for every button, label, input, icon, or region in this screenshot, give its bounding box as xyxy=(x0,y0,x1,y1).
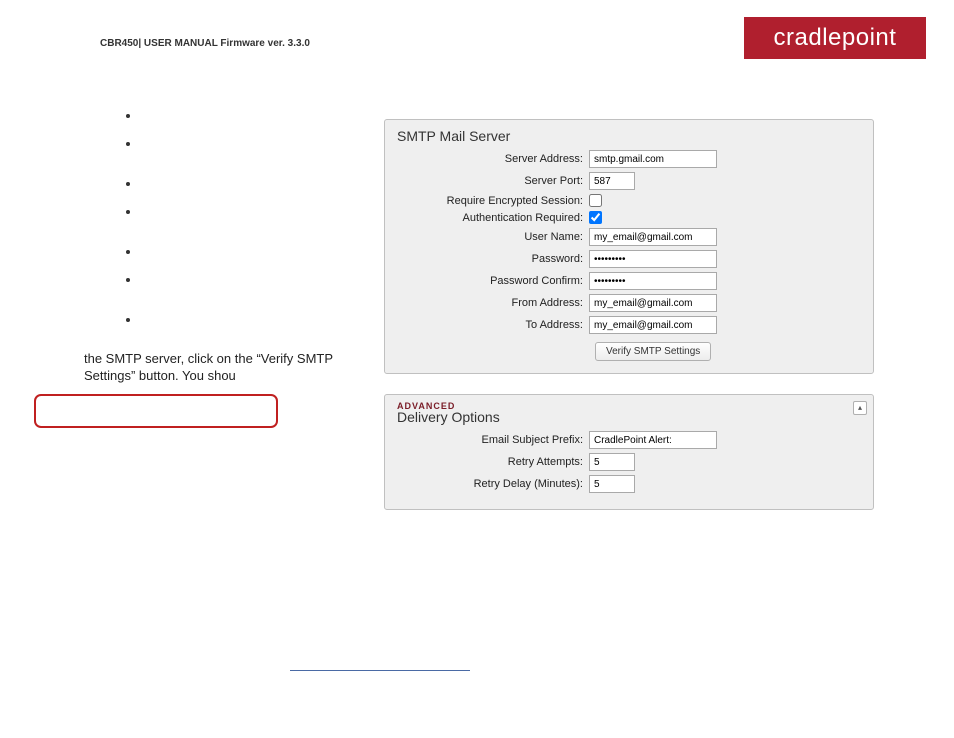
collapse-toggle-icon[interactable]: ▴ xyxy=(853,401,867,415)
input-subject-prefix[interactable] xyxy=(589,431,717,449)
label-server-port: Server Port: xyxy=(397,175,589,187)
checkbox-auth-required[interactable] xyxy=(589,211,602,224)
label-retry-delay: Retry Delay (Minutes): xyxy=(397,478,589,490)
label-user-name: User Name: xyxy=(397,231,589,243)
row-to-address: To Address: xyxy=(397,316,861,334)
input-retry-delay[interactable] xyxy=(589,475,635,493)
label-password: Password: xyxy=(397,253,589,265)
row-auth-required: Authentication Required: xyxy=(397,211,861,224)
body-text-fragment: the SMTP server, click on the “Verify SM… xyxy=(84,350,364,384)
bullet-item xyxy=(140,176,366,190)
label-password-confirm: Password Confirm: xyxy=(397,275,589,287)
row-subject-prefix: Email Subject Prefix: xyxy=(397,431,861,449)
row-server-address: Server Address: xyxy=(397,150,861,168)
row-user-name: User Name: xyxy=(397,228,861,246)
footer-link-line xyxy=(290,670,470,671)
label-require-encrypted: Require Encrypted Session: xyxy=(397,195,589,207)
verify-smtp-button[interactable]: Verify SMTP Settings xyxy=(595,342,711,361)
input-server-port[interactable] xyxy=(589,172,635,190)
doc-header-line: CBR450| USER MANUAL Firmware ver. 3.3.0 xyxy=(100,38,310,49)
smtp-mail-server-panel: SMTP Mail Server Server Address: Server … xyxy=(384,119,874,374)
label-server-address: Server Address: xyxy=(397,153,589,165)
input-password-confirm[interactable] xyxy=(589,272,717,290)
label-subject-prefix: Email Subject Prefix: xyxy=(397,434,589,446)
row-password: Password: xyxy=(397,250,861,268)
input-to-address[interactable] xyxy=(589,316,717,334)
bullet-item xyxy=(140,272,366,286)
input-from-address[interactable] xyxy=(589,294,717,312)
row-require-encrypted: Require Encrypted Session: xyxy=(397,194,861,207)
delivery-panel-title: Delivery Options xyxy=(397,409,861,425)
checkbox-require-encrypted[interactable] xyxy=(589,194,602,207)
delivery-options-panel: ADVANCED Delivery Options ▴ Email Subjec… xyxy=(384,394,874,510)
input-user-name[interactable] xyxy=(589,228,717,246)
label-auth-required: Authentication Required: xyxy=(397,212,589,224)
row-from-address: From Address: xyxy=(397,294,861,312)
smtp-panel-title: SMTP Mail Server xyxy=(397,128,861,144)
row-password-confirm: Password Confirm: xyxy=(397,272,861,290)
bullet-item xyxy=(140,204,366,218)
row-retry-delay: Retry Delay (Minutes): xyxy=(397,475,861,493)
row-retry-attempts: Retry Attempts: xyxy=(397,453,861,471)
label-from-address: From Address: xyxy=(397,297,589,309)
highlight-box xyxy=(34,394,278,428)
bullet-item xyxy=(140,136,366,150)
input-server-address[interactable] xyxy=(589,150,717,168)
bullet-item xyxy=(140,312,366,326)
bullet-item xyxy=(140,108,366,122)
row-server-port: Server Port: xyxy=(397,172,861,190)
cradlepoint-logo: cradlepoint xyxy=(744,17,926,59)
bullet-item xyxy=(140,244,366,258)
label-to-address: To Address: xyxy=(397,319,589,331)
bullet-list xyxy=(116,108,366,340)
label-retry-attempts: Retry Attempts: xyxy=(397,456,589,468)
input-password[interactable] xyxy=(589,250,717,268)
input-retry-attempts[interactable] xyxy=(589,453,635,471)
